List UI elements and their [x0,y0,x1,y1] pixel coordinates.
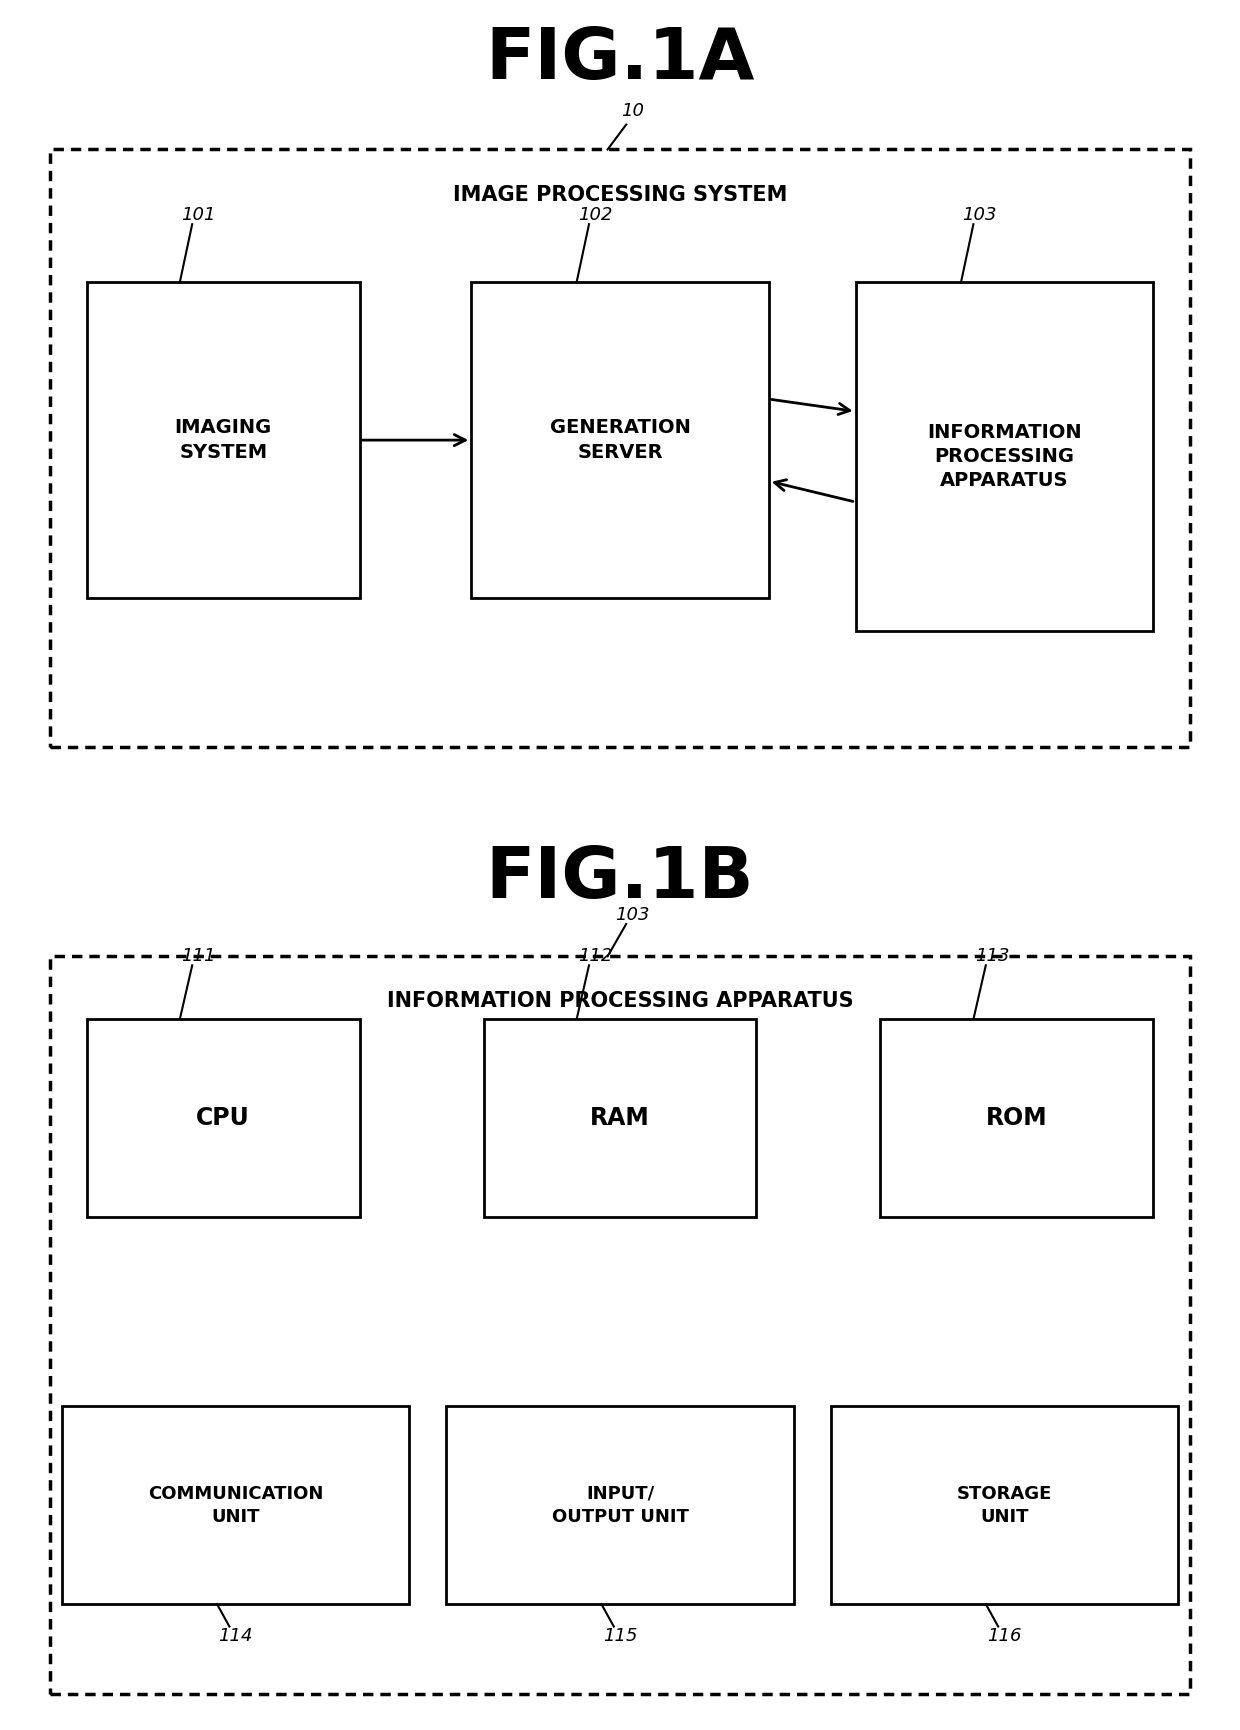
Text: 103: 103 [615,907,650,924]
Bar [856,282,1153,631]
Text: STORAGE
UNIT: STORAGE UNIT [957,1484,1052,1526]
Text: 101: 101 [181,206,216,225]
Text: 111: 111 [181,948,216,965]
Text: 10: 10 [621,102,644,121]
Text: 116: 116 [987,1626,1022,1645]
Bar [446,1406,794,1604]
Text: FIG.1B: FIG.1B [486,844,754,913]
Text: GENERATION
SERVER: GENERATION SERVER [549,419,691,462]
Text: ROM: ROM [986,1105,1048,1130]
Bar [87,1019,360,1218]
Text: 112: 112 [578,948,613,965]
Text: RAM: RAM [590,1105,650,1130]
Text: 103: 103 [962,206,997,225]
Bar [880,1019,1153,1218]
Text: COMMUNICATION
UNIT: COMMUNICATION UNIT [148,1484,324,1526]
Bar [471,282,769,599]
Text: IMAGING
SYSTEM: IMAGING SYSTEM [175,419,272,462]
Bar [484,1019,756,1218]
Text: 102: 102 [578,206,613,225]
Text: FIG.1A: FIG.1A [485,24,755,93]
Bar [87,282,360,599]
Text: 115: 115 [603,1626,637,1645]
Text: IMAGE PROCESSING SYSTEM: IMAGE PROCESSING SYSTEM [453,185,787,206]
Bar [50,149,1190,747]
Text: INPUT/
OUTPUT UNIT: INPUT/ OUTPUT UNIT [552,1484,688,1526]
Text: 113: 113 [975,948,1009,965]
Bar [62,1406,409,1604]
Bar [831,1406,1178,1604]
Text: CPU: CPU [196,1105,250,1130]
Text: INFORMATION
PROCESSING
APPARATUS: INFORMATION PROCESSING APPARATUS [928,422,1081,491]
Text: 114: 114 [218,1626,253,1645]
Text: INFORMATION PROCESSING APPARATUS: INFORMATION PROCESSING APPARATUS [387,991,853,1012]
Bar [50,957,1190,1694]
